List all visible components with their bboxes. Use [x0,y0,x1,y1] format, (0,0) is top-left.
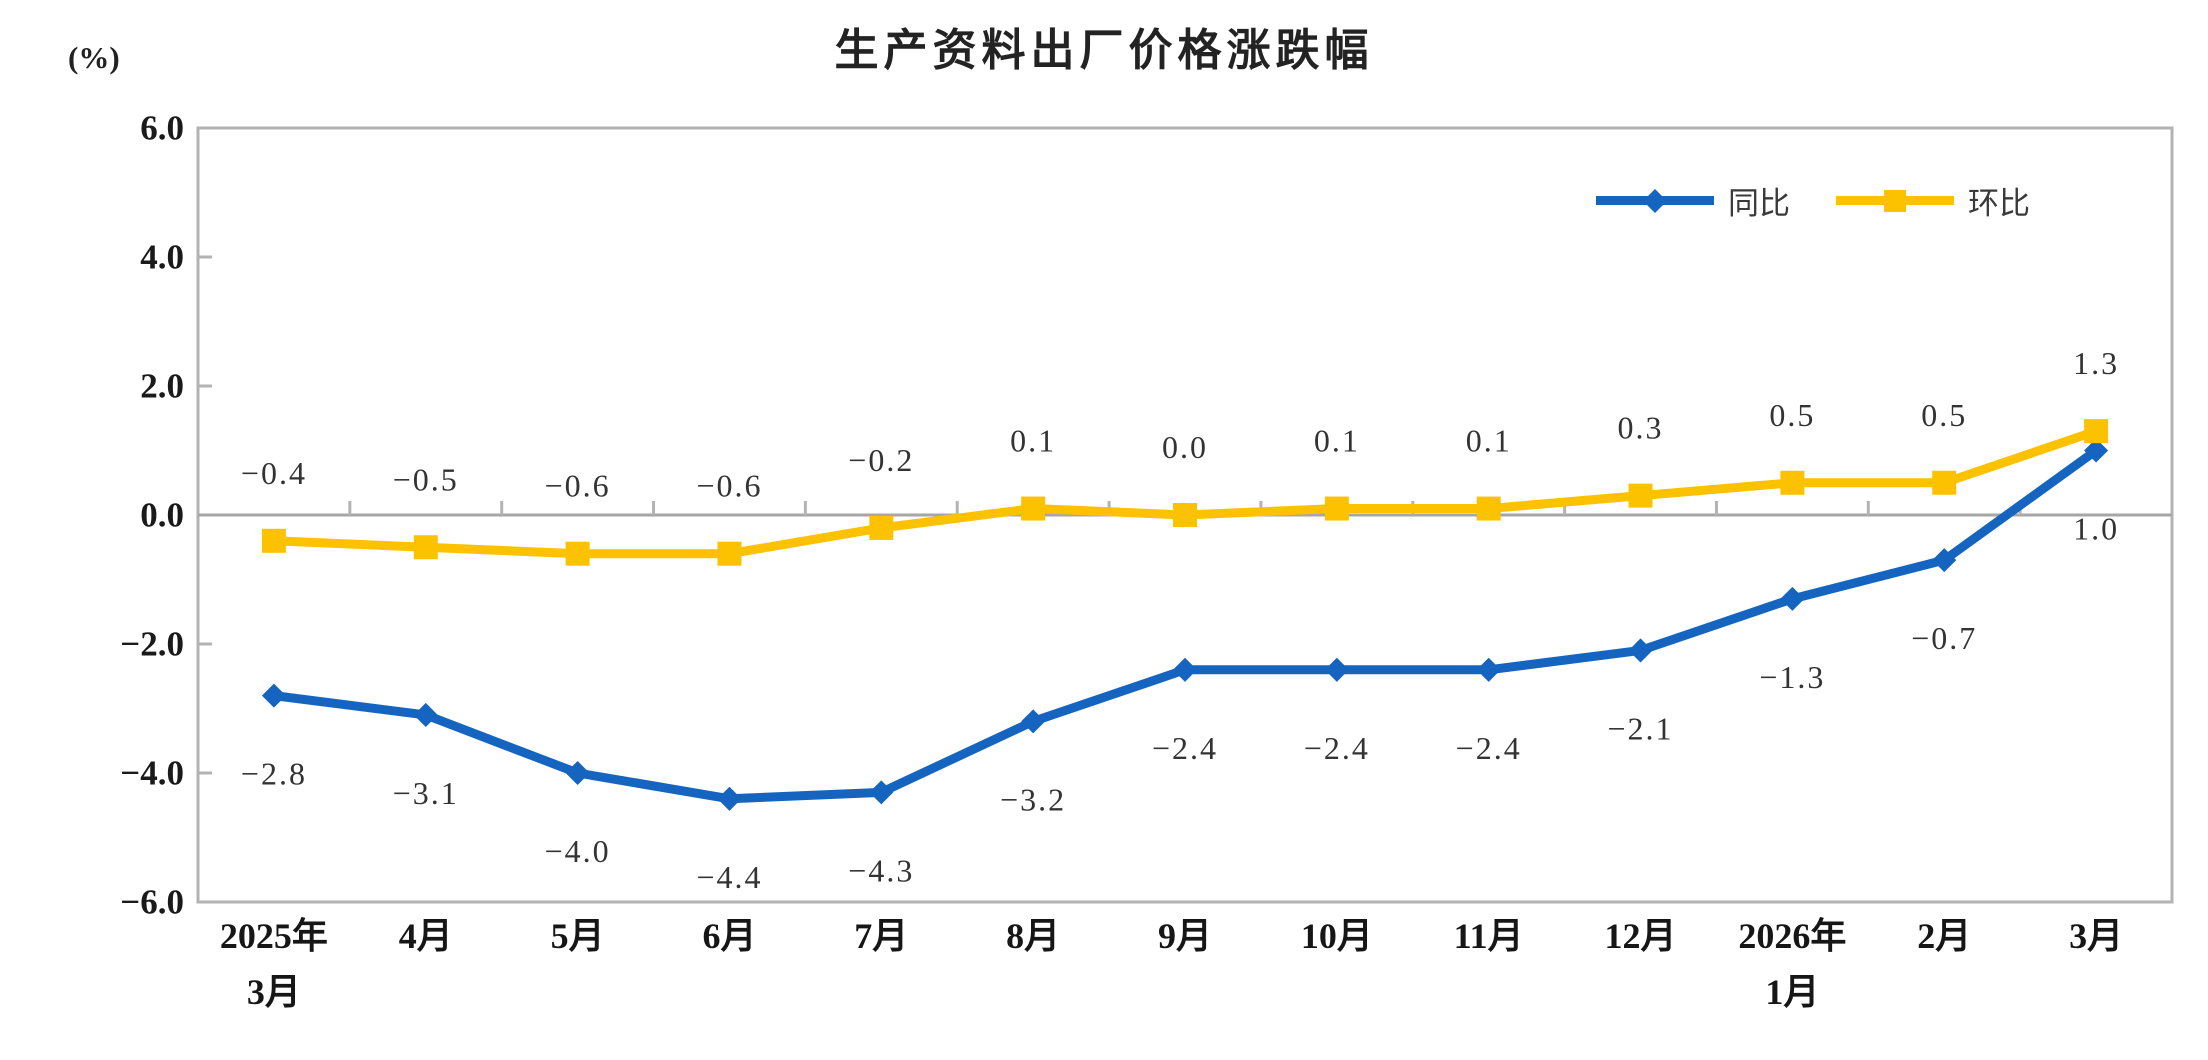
legend-label-yoy: 同比 [1728,186,1790,221]
data-label-mom: 0.0 [1162,429,1208,465]
y-tick-label: 4.0 [140,238,184,277]
data-label-mom: 0.1 [1010,423,1056,459]
y-tick-label: 6.0 [140,109,184,148]
data-label-mom: −0.4 [241,455,307,491]
data-label-mom: 0.1 [1314,423,1360,459]
data-label-yoy: −3.1 [393,775,459,811]
marker-mom [1780,470,1805,495]
legend-item-mom: 环比 [1836,178,2030,223]
x-category-label: 12月 [1605,916,1677,956]
data-label-mom: −0.6 [545,468,611,504]
data-label-mom: 0.5 [1769,397,1815,433]
marker-mom [413,535,438,560]
x-category-label: 10月 [1301,916,1373,956]
data-label-yoy: −2.8 [241,756,307,792]
x-category-label: 9月 [1158,916,1212,956]
data-label-yoy: −2.4 [1304,730,1370,766]
data-label-yoy: −1.3 [1759,659,1825,695]
legend-item-yoy: 同比 [1596,178,1790,223]
legend: 同比 环比 [1596,178,2030,223]
y-tick-label: −2.0 [120,625,184,664]
y-tick-label: 0.0 [140,496,184,535]
x-category-label: 11月 [1454,916,1524,956]
marker-yoy [1780,586,1805,611]
data-label-mom: 1.3 [2073,345,2119,381]
data-label-yoy: −4.4 [696,859,762,895]
x-category-label: 8月 [1006,916,1060,956]
legend-swatch-mom-icon [1836,196,1954,205]
data-label-mom: −0.2 [848,442,914,478]
marker-mom [1932,470,1957,495]
marker-yoy [1932,548,1957,573]
x-category-label: 4月 [399,916,453,956]
marker-mom [261,528,286,553]
data-label-yoy: −4.0 [545,833,611,869]
marker-mom [869,515,894,540]
x-category-label: 2026年 1月 [1738,916,1846,1012]
marker-yoy [413,702,438,727]
data-label-yoy: −3.2 [1000,781,1066,817]
y-tick-label: 2.0 [140,367,184,406]
y-tick-label: −4.0 [120,754,184,793]
marker-mom [1173,503,1197,527]
marker-mom [1476,496,1501,521]
y-tick-label: −6.0 [120,883,184,922]
data-label-yoy: 1.0 [2073,511,2119,547]
chart-title: 生产资料出厂价格涨跌幅 [834,26,1374,75]
legend-swatch-yoy-icon [1596,196,1714,205]
marker-mom [1021,496,1046,521]
data-label-yoy: −2.1 [1608,710,1674,746]
marker-yoy [1021,709,1046,734]
data-label-mom: 0.3 [1618,410,1664,446]
marker-yoy [1476,657,1501,682]
data-label-mom: 0.5 [1921,397,1967,433]
marker-mom [1324,496,1349,521]
data-label-mom: −0.5 [393,461,459,497]
marker-mom [565,541,590,566]
y-axis-unit-label: (%) [68,40,120,75]
x-category-label: 5月 [551,916,605,956]
marker-yoy [717,786,742,811]
marker-mom [2084,419,2109,444]
x-category-label: 2月 [1917,916,1971,956]
marker-yoy [1324,657,1349,682]
data-label-mom: −0.6 [696,468,762,504]
x-category-label: 7月 [854,916,908,956]
data-label-yoy: −4.3 [848,852,914,888]
data-label-yoy: −2.4 [1456,730,1522,766]
x-category-label: 2025年 3月 [220,916,328,1012]
marker-mom [717,541,742,566]
x-category-label: 3月 [2069,916,2123,956]
legend-label-mom: 环比 [1968,186,2030,221]
data-label-yoy: −0.7 [1911,620,1977,656]
marker-yoy [565,760,590,786]
marker-yoy [1172,657,1198,682]
marker-yoy [1628,638,1653,663]
data-label-yoy: −2.4 [1152,730,1218,766]
marker-mom [1628,483,1653,508]
marker-yoy [261,683,286,708]
data-label-mom: 0.1 [1466,423,1512,459]
x-category-label: 6月 [702,916,756,956]
